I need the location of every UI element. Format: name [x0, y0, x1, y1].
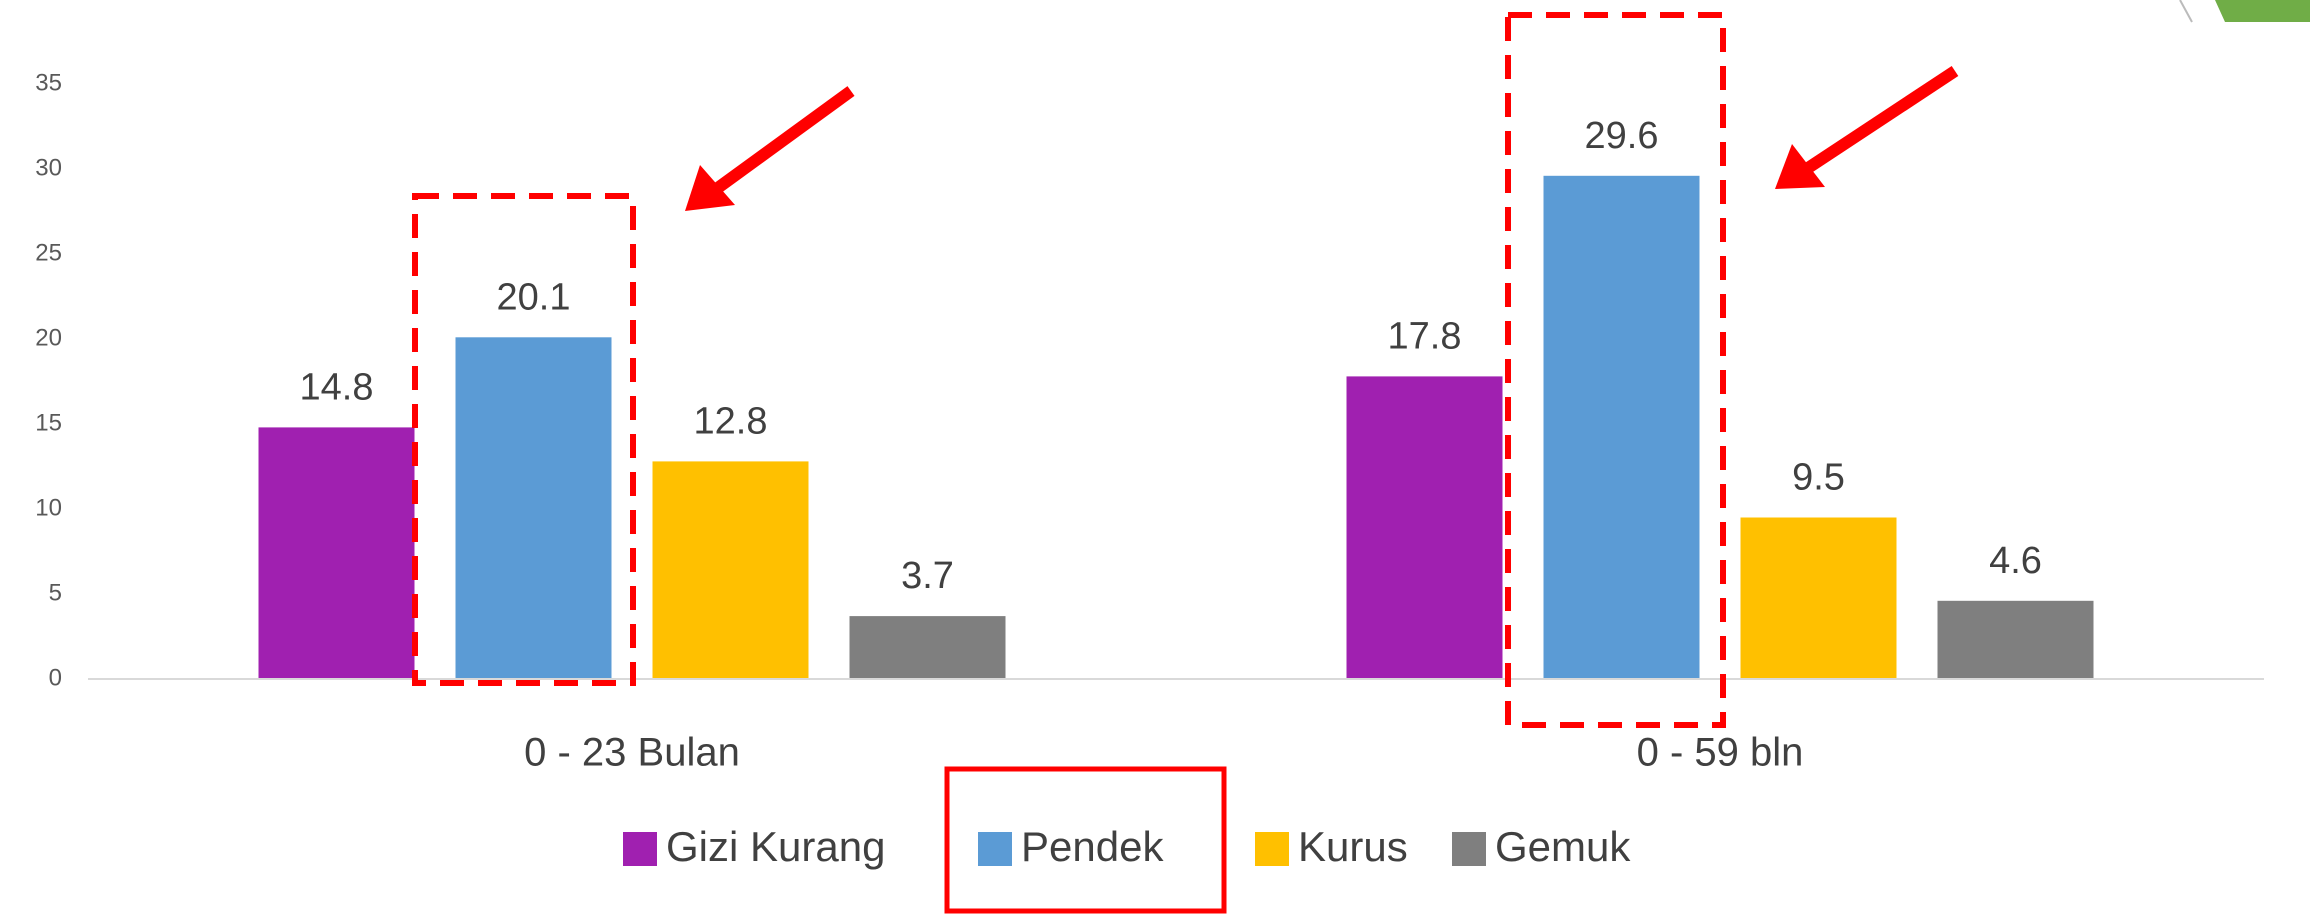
annotations — [412, 12, 1959, 914]
value-label: 17.8 — [1388, 315, 1462, 357]
highlight-box — [944, 766, 1227, 914]
value-label: 14.8 — [300, 366, 374, 408]
y-tick-label: 25 — [35, 239, 62, 266]
highlight-box — [412, 193, 636, 686]
arrow-head — [1775, 144, 1825, 189]
value-label: 12.8 — [694, 400, 768, 442]
x-tick-label: 0 - 59 bln — [1637, 731, 1804, 775]
legend-swatch — [978, 832, 1012, 866]
arrow — [711, 86, 855, 195]
y-tick-label: 20 — [35, 324, 62, 351]
value-label: 9.5 — [1792, 457, 1845, 499]
y-tick-label: 35 — [35, 69, 62, 96]
y-tick-label: 15 — [35, 409, 62, 436]
bar — [849, 616, 1006, 679]
legend-swatch — [1255, 832, 1289, 866]
highlight-box — [1505, 12, 1726, 728]
arrow-head — [685, 165, 735, 211]
decoration — [2179, 0, 2193, 23]
bar — [1346, 376, 1503, 679]
bar — [1740, 517, 1897, 679]
value-label: 20.1 — [497, 276, 571, 318]
value-label: 29.6 — [1585, 115, 1659, 157]
y-tick-label: 30 — [35, 154, 62, 181]
value-label: 3.7 — [901, 555, 954, 597]
decoration — [2215, 0, 2310, 22]
bar — [1937, 600, 2094, 679]
bar — [652, 461, 809, 679]
legend-swatch — [623, 832, 657, 866]
plot: 0 5 10 15 20 25 30 35 0 - 23 Bulan 14.8 20.1 12.8 3.… — [35, 69, 2264, 870]
y-tick-label: 10 — [35, 494, 62, 521]
legend-label: Kurus — [1298, 823, 1408, 870]
bar — [1543, 175, 1700, 680]
legend-label: Pendek — [1021, 823, 1164, 870]
bar — [258, 427, 415, 679]
bar — [455, 337, 612, 679]
x-tick-label: 0 - 23 Bulan — [524, 731, 740, 775]
arrow — [1801, 65, 1959, 176]
legend-label: Gemuk — [1495, 823, 1631, 870]
value-label: 4.6 — [1989, 540, 2042, 582]
legend-label: Gizi Kurang — [666, 823, 885, 870]
legend-swatch — [1452, 832, 1486, 866]
y-tick-label: 0 — [49, 664, 62, 691]
y-tick-label: 5 — [49, 579, 62, 606]
